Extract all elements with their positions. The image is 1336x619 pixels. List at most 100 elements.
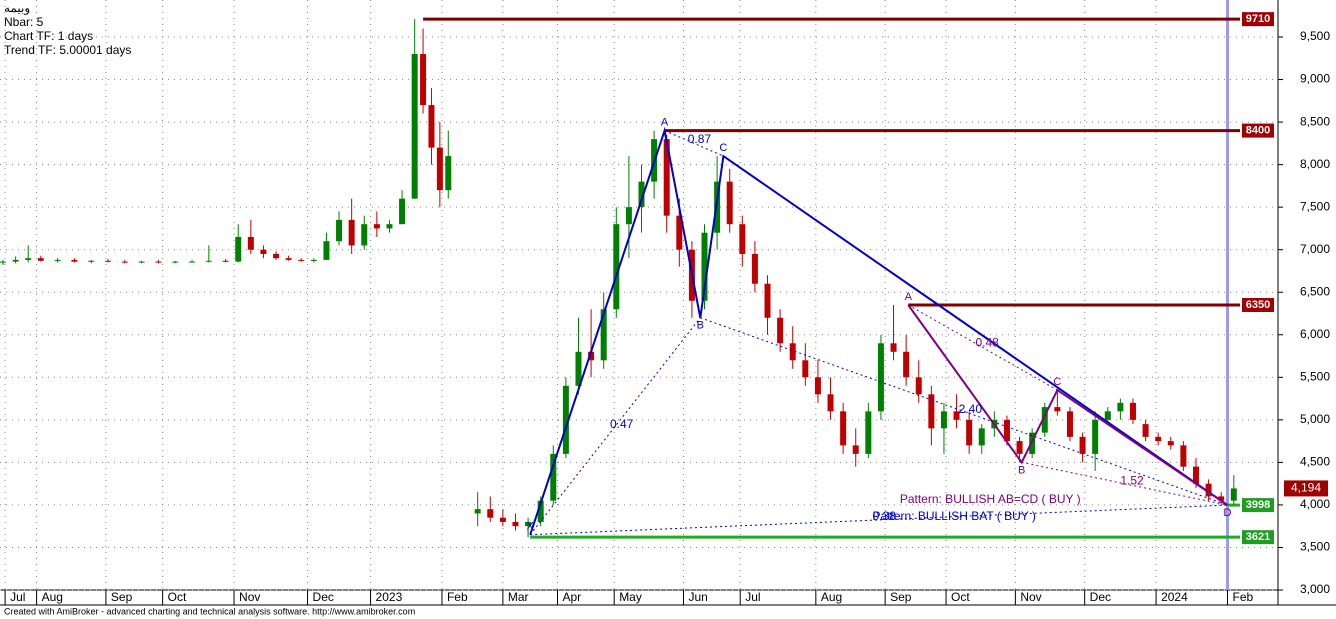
candle-body [235, 236, 242, 262]
y-tick-label: 4,500 [1300, 455, 1330, 469]
annotation: 0.38 [873, 509, 897, 523]
candle-body [613, 224, 620, 310]
x-tick-label: Sep [890, 590, 912, 604]
candle-body [1054, 407, 1061, 412]
y-tick-label: 5,500 [1300, 369, 1330, 383]
candle-body [663, 139, 670, 216]
candle-body [71, 259, 78, 262]
annotation: Pattern: BULLISH BAT ( BUY ) [873, 509, 1036, 523]
candle-body [1142, 424, 1149, 437]
level-box [1242, 297, 1274, 312]
candle-body [562, 385, 569, 454]
x-tick-label: 2024 [1161, 590, 1188, 604]
pattern-ratio-line [700, 317, 1228, 506]
x-tick-label: Feb [1232, 590, 1253, 604]
candle-body [336, 219, 343, 242]
candle-body [1003, 419, 1010, 442]
candle-body [802, 360, 809, 378]
candle-body [189, 261, 196, 263]
level-box [1242, 12, 1274, 27]
candle-body [445, 156, 452, 191]
x-tick-label: Jul [10, 590, 25, 604]
candle-body [1016, 441, 1023, 454]
candle-body [285, 258, 292, 260]
candle-body [323, 241, 330, 260]
candle-body [138, 261, 145, 263]
x-tick-label: Mar [508, 590, 529, 604]
x-tick-label: Feb [447, 590, 468, 604]
y-tick-label: 5,000 [1300, 412, 1330, 426]
candle-body [487, 509, 494, 518]
candle-body [764, 283, 771, 318]
candle-body [1092, 419, 1099, 454]
annotation: 0.48 [975, 335, 999, 349]
candle-body [890, 343, 897, 352]
y-tick-label: 3,000 [1300, 582, 1330, 596]
candle-body [940, 411, 947, 429]
candle-body [37, 258, 44, 261]
candle-body [310, 259, 317, 261]
candle-body [121, 261, 128, 263]
info-text: Trend TF: 5.00001 days [4, 43, 131, 57]
candle-body [865, 411, 872, 454]
candle-body [1117, 402, 1124, 412]
x-tick-label: Nov [1020, 590, 1041, 604]
x-tick-label: Nov [239, 590, 260, 604]
candle-body [88, 260, 95, 262]
candle-body [298, 259, 305, 261]
candle-body [499, 517, 506, 522]
pattern-point-label: C [1053, 376, 1061, 388]
x-tick-label: Aug [821, 590, 842, 604]
candle-body [537, 500, 544, 522]
candle-body [575, 351, 582, 386]
candle-body [953, 411, 960, 420]
x-tick-label: Apr [562, 590, 581, 604]
candle-body [25, 258, 32, 260]
candle-body [1129, 402, 1136, 420]
x-tick-label: Oct [168, 590, 187, 604]
candle-body [411, 54, 418, 199]
annotation: 2.40 [959, 402, 983, 416]
pattern-point-label: X [527, 521, 535, 533]
candle-body [428, 105, 435, 148]
x-tick-label: Jun [689, 590, 708, 604]
candle-body [966, 419, 973, 446]
x-tick-label: Oct [951, 590, 970, 604]
y-tick-label: 6,000 [1300, 327, 1330, 341]
info-text: Nbar: 5 [4, 15, 44, 29]
y-tick-label: 4,000 [1300, 497, 1330, 511]
pattern-point-label: C [719, 142, 727, 154]
pattern-point-label: D [1224, 507, 1232, 519]
y-tick-label: 7,500 [1300, 199, 1330, 213]
candle-body [1167, 441, 1174, 446]
candle-body [1079, 436, 1086, 454]
candle-body [814, 377, 821, 395]
y-tick-label: 8,500 [1300, 114, 1330, 128]
candle-body [978, 428, 985, 446]
last-price-label: 4,194 [1291, 481, 1321, 495]
level-label: 8400 [1246, 124, 1270, 136]
candle-body [260, 249, 267, 254]
x-tick-label: May [619, 590, 642, 604]
pattern-line [907, 304, 1229, 506]
x-tick-label: Sep [111, 590, 133, 604]
level-label: 3621 [1246, 531, 1270, 543]
pattern-point-label: B [1018, 464, 1025, 476]
candle-body [1192, 466, 1199, 484]
candle-body [172, 261, 179, 263]
candle-body [1230, 488, 1237, 501]
x-tick-label: Aug [42, 590, 63, 604]
candle-body [638, 181, 645, 208]
candle-body [676, 215, 683, 250]
candle-body [928, 394, 935, 429]
candle-body [1104, 411, 1111, 420]
candle-body [12, 259, 19, 262]
info-text: Chart TF: 1 days [4, 29, 93, 43]
candle-body [1066, 411, 1073, 437]
level-label: 3998 [1246, 499, 1270, 511]
annotation: 0.87 [688, 132, 712, 146]
candle-body [701, 232, 708, 301]
pattern-point-label: A [661, 116, 669, 128]
